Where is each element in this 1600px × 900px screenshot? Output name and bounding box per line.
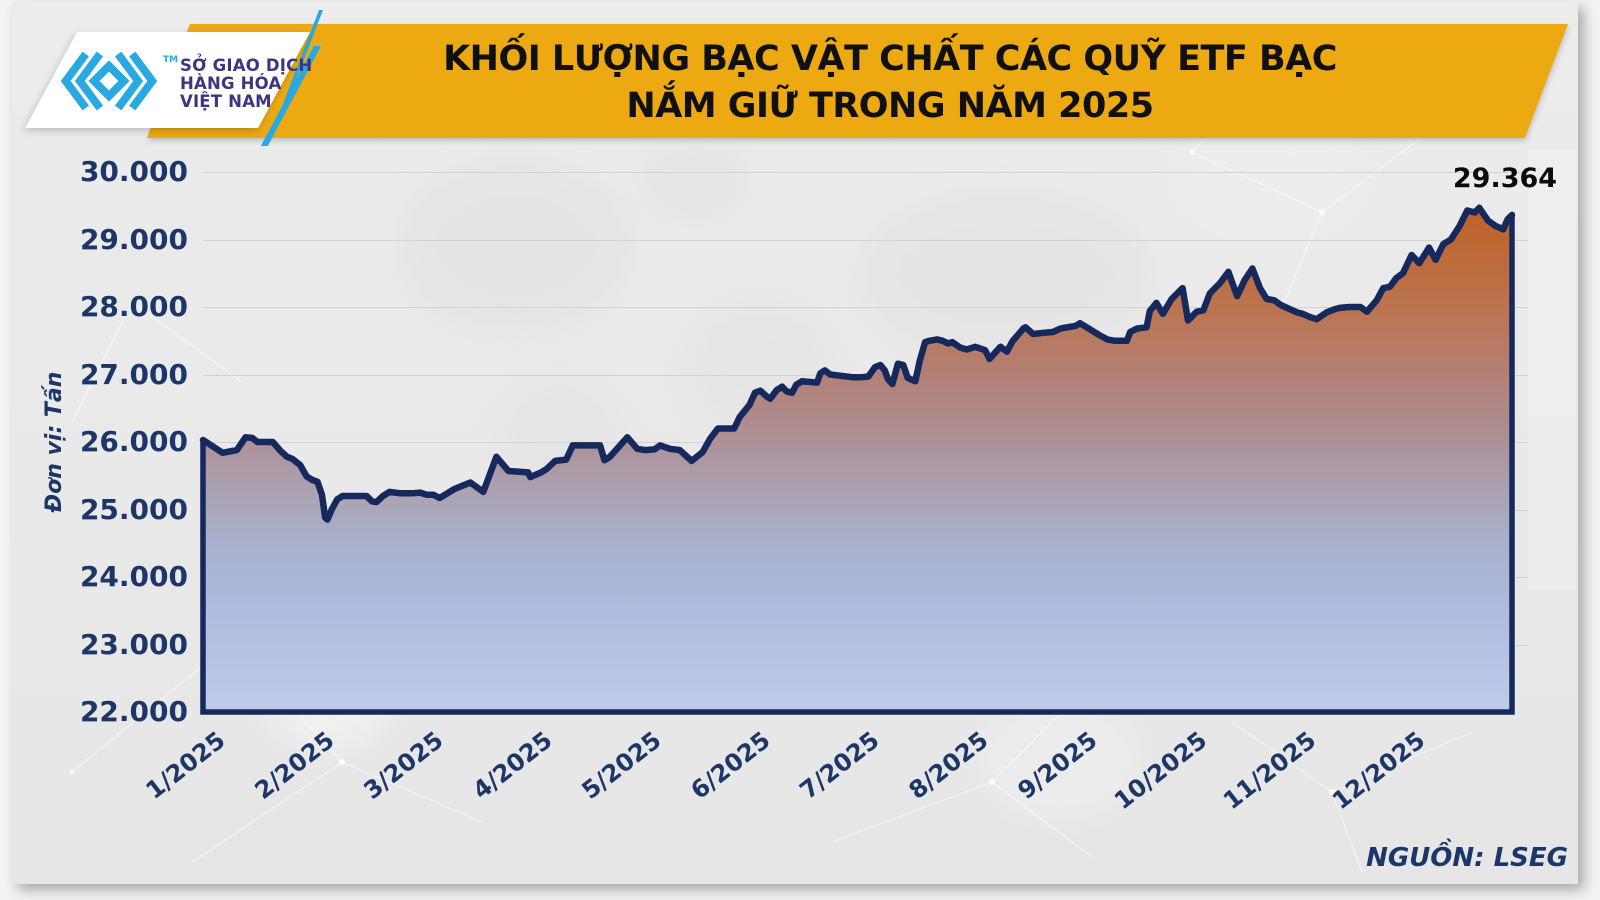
y-axis-unit-label: Đơn vị: Tấn <box>42 371 67 513</box>
map-watermark <box>400 160 630 330</box>
y-axis-tick-label: 22.000 <box>79 695 188 728</box>
map-watermark <box>860 190 1150 360</box>
brand-org-line3: VIỆT NAM <box>180 92 272 111</box>
chart-title: KHỐI LƯỢNG BẠC VẬT CHẤT CÁC QUỸ ETF BẠC … <box>300 36 1480 130</box>
y-axis-tick-label: 29.000 <box>79 222 188 256</box>
y-axis-tick-label: 30.000 <box>79 155 188 188</box>
y-axis-tick-label: 27.000 <box>79 357 188 391</box>
y-grid-line <box>203 239 1528 241</box>
last-value-label: 29.364 <box>1452 163 1558 194</box>
area-frame <box>200 214 1515 715</box>
y-axis-tick-label: 23.000 <box>79 627 188 661</box>
plot-area <box>199 204 1516 715</box>
brand-org-line1: SỞ GIAO DỊCH <box>180 56 313 75</box>
source-label: NGUỒN: LSEG <box>1366 843 1568 873</box>
map-watermark <box>980 700 1140 820</box>
data-line <box>199 204 1516 523</box>
y-axis-tick-label: 25.000 <box>79 492 188 526</box>
trademark-label: TM <box>163 55 179 65</box>
y-axis-tick-label: 28.000 <box>79 290 188 323</box>
chart-title-line2: NẮM GIỮ TRONG NĂM 2025 <box>626 86 1154 126</box>
chart-title-line1: KHỐI LƯỢNG BẠC VẬT CHẤT CÁC QUỸ ETF BẠC <box>443 39 1337 79</box>
brand-org-line2: HÀNG HÓA <box>180 74 282 93</box>
map-watermark-strip <box>1528 150 1576 590</box>
y-axis-tick-label: 26.000 <box>79 425 188 458</box>
map-watermark <box>1180 120 1360 240</box>
y-grid-line <box>203 307 1528 308</box>
area-fill <box>203 207 1512 713</box>
map-watermark <box>640 140 750 220</box>
mxv-mark-icon <box>60 51 158 111</box>
y-axis-tick-label: 24.000 <box>79 560 188 593</box>
brand-org-name: SỞ GIAO DỊCH HÀNG HÓA VIỆT NAM <box>180 57 312 111</box>
y-grid-line <box>203 172 1528 173</box>
